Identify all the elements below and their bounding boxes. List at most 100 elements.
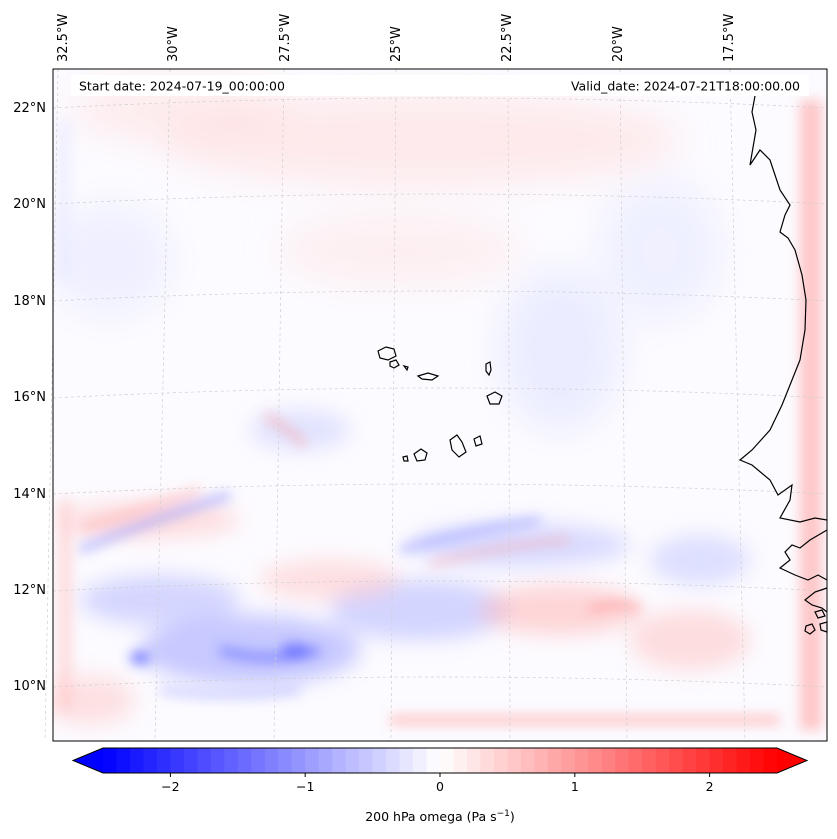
lat-label-18n: 18°N (13, 294, 46, 309)
colorbar-cell (493, 748, 508, 773)
colorbar-cell (318, 748, 333, 773)
colorbar-cell (628, 748, 643, 773)
colorbar-cell (682, 748, 697, 773)
lon-label-30w: 30°W (166, 26, 181, 62)
colorbar-cell (278, 748, 293, 773)
colorbar-cell (413, 748, 428, 773)
island-santiago (449, 434, 467, 458)
meridian-30w (154, 68, 171, 742)
omega-streak-blue-mid (398, 516, 541, 554)
parallel-22n (52, 97, 828, 109)
colorbar-cell (197, 748, 212, 773)
colorbar-cell (574, 748, 589, 773)
parallel-10n (52, 676, 828, 688)
colorbar-cell (642, 748, 657, 773)
lat-label-16n: 16°N (13, 390, 46, 405)
colorbar-cell (736, 748, 751, 773)
colorbar-label-sup: −1 (497, 809, 510, 819)
colorbar-cell (399, 748, 414, 773)
lon-label-17-5w: 17.5°W (722, 14, 737, 62)
omega-patch-south-pink-2 (260, 560, 400, 600)
colorbar-cell (453, 748, 468, 773)
lon-label-32-5w: 32.5°W (56, 14, 71, 62)
meridian-22-5w (507, 68, 511, 742)
map-frame (52, 68, 828, 742)
omega-patch-north-pink (160, 95, 680, 185)
colorbar-cell (386, 748, 401, 773)
colorbar-cells (103, 748, 778, 773)
omega-streak-pink-mid (429, 537, 571, 568)
colorbar-cell (696, 748, 711, 773)
gridlines (44, 68, 828, 742)
lat-label-10n: 10°N (13, 679, 46, 694)
colorbar-cell (426, 748, 441, 773)
island-santa-luzia (402, 365, 409, 372)
colorbar-cell (305, 748, 320, 773)
colorbar-cell (615, 748, 630, 773)
omega-east-boundary-pink (800, 100, 822, 730)
colorbar-cell (750, 748, 765, 773)
colorbar-cell (143, 748, 158, 773)
island-brava (402, 455, 409, 462)
colorbar-cell (466, 748, 481, 773)
valid-date-label: Valid_date: 2024-07-21T18:00:00.00 (571, 79, 800, 94)
colorbar-cell (507, 748, 522, 773)
lat-label-12n: 12°N (13, 583, 46, 598)
omega-patch-south-pink-1 (480, 585, 640, 635)
omega-west-boundary-blue (58, 120, 70, 280)
omega-patch-west-blue (53, 205, 170, 315)
colorbar-cell (372, 748, 387, 773)
colorbar-tick-label: 0 (436, 779, 444, 794)
colorbar-cell (547, 748, 562, 773)
island-sao-vicente (389, 359, 400, 369)
senegambia-coast (778, 529, 828, 581)
colorbar-cell (103, 748, 117, 773)
island-sal (485, 361, 492, 377)
lat-label-20n: 20°N (13, 197, 46, 212)
parallel-14n (52, 483, 828, 495)
meridian-25w (390, 68, 397, 742)
omega-patch-south-blue-5 (650, 535, 750, 585)
omega-patch-south-pink-3 (630, 610, 750, 670)
colorbar: −2 −1 0 1 2 200 hPa omega (Pa s−1) (71, 747, 809, 824)
lat-label-22n: 22°N (13, 101, 46, 116)
colorbar-tick-label: −2 (161, 779, 179, 794)
colorbar-cell (237, 748, 252, 773)
africa-coastline (738, 95, 828, 523)
omega-patch-mid-pink (280, 215, 520, 285)
colorbar-tick-label: 1 (571, 779, 579, 794)
colorbar-cell (359, 748, 374, 773)
colorbar-cell (669, 748, 684, 773)
colorbar-extend-max (777, 748, 807, 773)
colorbar-cell (440, 748, 454, 773)
colorbar-cell (264, 748, 279, 773)
colorbar-cell (332, 748, 347, 773)
meridian-17-5w (729, 68, 746, 742)
coastlines (377, 95, 828, 635)
island-boa-vista (486, 391, 503, 405)
colorbar-cell (116, 748, 131, 773)
omega-patch-south-blue-1 (140, 615, 360, 685)
colorbar-cell (224, 748, 239, 773)
colorbar-cell (480, 748, 495, 773)
lat-label-14n: 14°N (13, 487, 46, 502)
omega-spot-blue-strong (130, 652, 150, 664)
omega-streak-blue-south (218, 645, 322, 663)
island-maio (473, 435, 483, 447)
colorbar-label-close: ) (510, 809, 515, 824)
parallel-16n (52, 387, 828, 399)
colorbar-cell (534, 748, 549, 773)
colorbar-label-main: 200 hPa omega (Pa s (365, 809, 496, 824)
colorbar-tick-label: −1 (296, 779, 314, 794)
colorbar-ticks: −2 −1 0 1 2 (161, 773, 714, 794)
parallel-18n (52, 290, 828, 302)
omega-patch-ne-blue (600, 180, 720, 320)
colorbar-tick-label: 2 (706, 779, 714, 794)
parallel-20n (52, 193, 828, 205)
colorbar-cell (655, 748, 670, 773)
colorbar-cell (763, 748, 778, 773)
meridian-27-5w (273, 68, 285, 742)
omega-west-boundary-pink (58, 500, 72, 710)
colorbar-cell (561, 748, 576, 773)
